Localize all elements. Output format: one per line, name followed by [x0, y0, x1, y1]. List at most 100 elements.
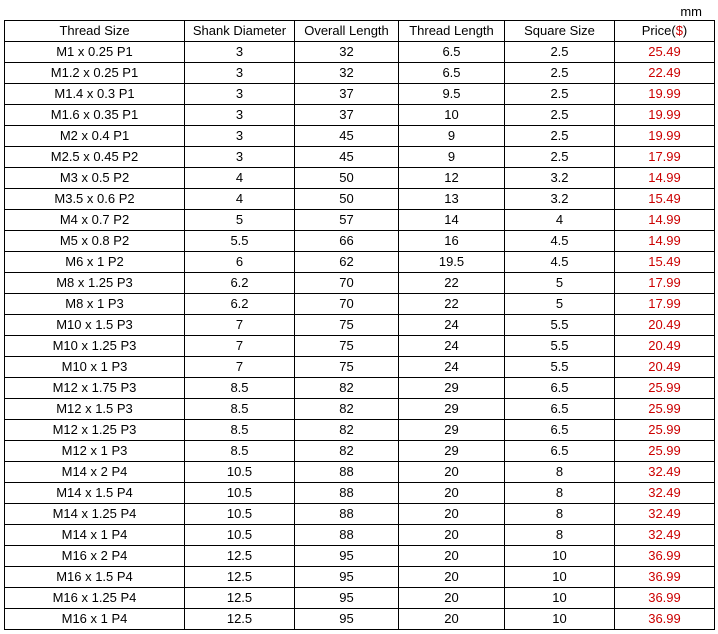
cell-thread-length: 6.5 [399, 42, 505, 63]
cell-overall-length: 32 [295, 63, 399, 84]
table-row: M3.5 x 0.6 P2450133.215.49 [5, 189, 715, 210]
table-row: M16 x 1.5 P412.595201036.99 [5, 567, 715, 588]
cell-shank-diameter: 12.5 [185, 567, 295, 588]
table-row: M12 x 1.25 P38.582296.525.99 [5, 420, 715, 441]
cell-thread-size: M8 x 1 P3 [5, 294, 185, 315]
cell-square-size: 5.5 [505, 336, 615, 357]
cell-thread-length: 20 [399, 588, 505, 609]
cell-thread-size: M10 x 1.5 P3 [5, 315, 185, 336]
cell-overall-length: 45 [295, 126, 399, 147]
cell-price: 14.99 [615, 210, 715, 231]
cell-overall-length: 95 [295, 588, 399, 609]
table-row: M16 x 1 P412.595201036.99 [5, 609, 715, 630]
cell-price: 19.99 [615, 84, 715, 105]
cell-price: 19.99 [615, 105, 715, 126]
cell-shank-diameter: 8.5 [185, 441, 295, 462]
cell-square-size: 2.5 [505, 105, 615, 126]
table-row: M14 x 1 P410.58820832.49 [5, 525, 715, 546]
cell-thread-size: M16 x 1.5 P4 [5, 567, 185, 588]
cell-price: 19.99 [615, 126, 715, 147]
cell-square-size: 4.5 [505, 252, 615, 273]
cell-thread-length: 29 [399, 378, 505, 399]
cell-square-size: 3.2 [505, 189, 615, 210]
cell-price: 36.99 [615, 588, 715, 609]
cell-square-size: 4 [505, 210, 615, 231]
cell-square-size: 8 [505, 462, 615, 483]
cell-price: 25.99 [615, 399, 715, 420]
cell-price: 36.99 [615, 546, 715, 567]
cell-thread-size: M12 x 1.5 P3 [5, 399, 185, 420]
header-row: Thread Size Shank Diameter Overall Lengt… [5, 21, 715, 42]
table-row: M1.6 x 0.35 P1337102.519.99 [5, 105, 715, 126]
cell-price: 25.99 [615, 441, 715, 462]
cell-overall-length: 88 [295, 504, 399, 525]
cell-square-size: 4.5 [505, 231, 615, 252]
cell-overall-length: 62 [295, 252, 399, 273]
table-row: M14 x 1.5 P410.58820832.49 [5, 483, 715, 504]
cell-thread-size: M12 x 1.25 P3 [5, 420, 185, 441]
cell-square-size: 8 [505, 525, 615, 546]
cell-thread-length: 9.5 [399, 84, 505, 105]
cell-thread-length: 9 [399, 126, 505, 147]
table-row: M4 x 0.7 P255714414.99 [5, 210, 715, 231]
cell-thread-length: 24 [399, 336, 505, 357]
cell-price: 25.49 [615, 42, 715, 63]
cell-square-size: 2.5 [505, 147, 615, 168]
cell-overall-length: 75 [295, 357, 399, 378]
cell-overall-length: 50 [295, 189, 399, 210]
cell-square-size: 5 [505, 294, 615, 315]
cell-thread-length: 20 [399, 609, 505, 630]
table-row: M14 x 2 P410.58820832.49 [5, 462, 715, 483]
cell-shank-diameter: 7 [185, 336, 295, 357]
cell-square-size: 10 [505, 546, 615, 567]
cell-thread-size: M14 x 1.5 P4 [5, 483, 185, 504]
cell-price: 15.49 [615, 189, 715, 210]
price-header-currency: $ [676, 23, 683, 38]
cell-square-size: 5.5 [505, 357, 615, 378]
cell-thread-size: M2 x 0.4 P1 [5, 126, 185, 147]
cell-price: 14.99 [615, 231, 715, 252]
cell-shank-diameter: 10.5 [185, 462, 295, 483]
cell-thread-size: M8 x 1.25 P3 [5, 273, 185, 294]
cell-thread-size: M10 x 1 P3 [5, 357, 185, 378]
cell-thread-size: M10 x 1.25 P3 [5, 336, 185, 357]
cell-thread-length: 24 [399, 357, 505, 378]
cell-thread-length: 20 [399, 567, 505, 588]
table-row: M8 x 1.25 P36.27022517.99 [5, 273, 715, 294]
cell-thread-length: 22 [399, 294, 505, 315]
cell-thread-size: M14 x 1.25 P4 [5, 504, 185, 525]
cell-price: 20.49 [615, 357, 715, 378]
cell-shank-diameter: 4 [185, 189, 295, 210]
table-row: M10 x 1.25 P3775245.520.49 [5, 336, 715, 357]
cell-shank-diameter: 6.2 [185, 294, 295, 315]
cell-thread-size: M1.4 x 0.3 P1 [5, 84, 185, 105]
cell-thread-length: 20 [399, 483, 505, 504]
cell-overall-length: 82 [295, 378, 399, 399]
cell-thread-size: M16 x 1.25 P4 [5, 588, 185, 609]
cell-price: 17.99 [615, 273, 715, 294]
header-price: Price($) [615, 21, 715, 42]
table-row: M8 x 1 P36.27022517.99 [5, 294, 715, 315]
cell-overall-length: 95 [295, 609, 399, 630]
cell-overall-length: 66 [295, 231, 399, 252]
cell-thread-length: 16 [399, 231, 505, 252]
cell-thread-size: M3.5 x 0.6 P2 [5, 189, 185, 210]
cell-price: 25.99 [615, 420, 715, 441]
cell-thread-length: 20 [399, 462, 505, 483]
cell-thread-size: M1.6 x 0.35 P1 [5, 105, 185, 126]
table-row: M10 x 1 P3775245.520.49 [5, 357, 715, 378]
cell-price: 32.49 [615, 462, 715, 483]
cell-shank-diameter: 8.5 [185, 399, 295, 420]
cell-shank-diameter: 12.5 [185, 609, 295, 630]
table-row: M2.5 x 0.45 P234592.517.99 [5, 147, 715, 168]
cell-square-size: 8 [505, 504, 615, 525]
cell-price: 17.99 [615, 147, 715, 168]
cell-shank-diameter: 8.5 [185, 378, 295, 399]
cell-price: 32.49 [615, 525, 715, 546]
cell-shank-diameter: 3 [185, 105, 295, 126]
cell-thread-size: M1.2 x 0.25 P1 [5, 63, 185, 84]
cell-overall-length: 50 [295, 168, 399, 189]
cell-overall-length: 82 [295, 399, 399, 420]
cell-price: 14.99 [615, 168, 715, 189]
cell-thread-length: 24 [399, 315, 505, 336]
